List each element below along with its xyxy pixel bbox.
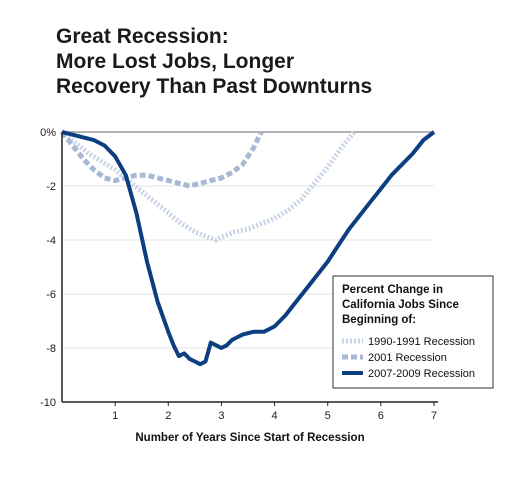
y-tick-label: -10 [40,397,56,409]
y-tick-label: -4 [46,235,56,247]
y-tick-label: -8 [46,343,56,355]
legend-title-line: California Jobs Since [342,299,459,311]
x-axis-label: Number of Years Since Start of Recession [135,432,364,444]
y-tick-label: 0% [40,127,56,139]
y-tick-label: -6 [46,289,56,301]
chart-title-line-1: Great Recession: [56,25,229,48]
legend-title-line: Beginning of: [342,314,416,326]
x-tick-label: 4 [272,410,278,422]
chart-title: Great Recession: More Lost Jobs, Longer … [56,24,516,99]
x-tick-label: 7 [431,410,437,422]
series-1990-1991-line [60,130,357,243]
x-tick-label: 6 [378,410,384,422]
chart-title-line-2: More Lost Jobs, Longer [56,50,295,73]
y-tick-label: -2 [46,181,56,193]
x-tick-label: 3 [218,410,224,422]
legend-entry-label: 2007-2009 Recession [368,368,475,380]
axes [61,132,438,406]
x-tick-label: 5 [325,410,331,422]
legend-title-line: Percent Change in [342,284,443,296]
legend-entry-label: 1990-1991 Recession [368,336,475,348]
tick-labels: 0% -2 -4 -6 -8 -10 1 2 3 4 5 6 7 [40,127,437,422]
x-tick-label: 2 [165,410,171,422]
legend-box [332,275,494,389]
x-tick-label: 1 [112,410,118,422]
series-lines [60,130,436,367]
series-2001-line [60,130,264,189]
legend: Percent Change in California Jobs Since Be… [332,275,494,389]
chart-title-line-3: Recovery Than Past Downturns [56,75,373,98]
legend-entry-label: 2001 Recession [368,352,447,364]
series-2007-2009-line [61,130,436,367]
